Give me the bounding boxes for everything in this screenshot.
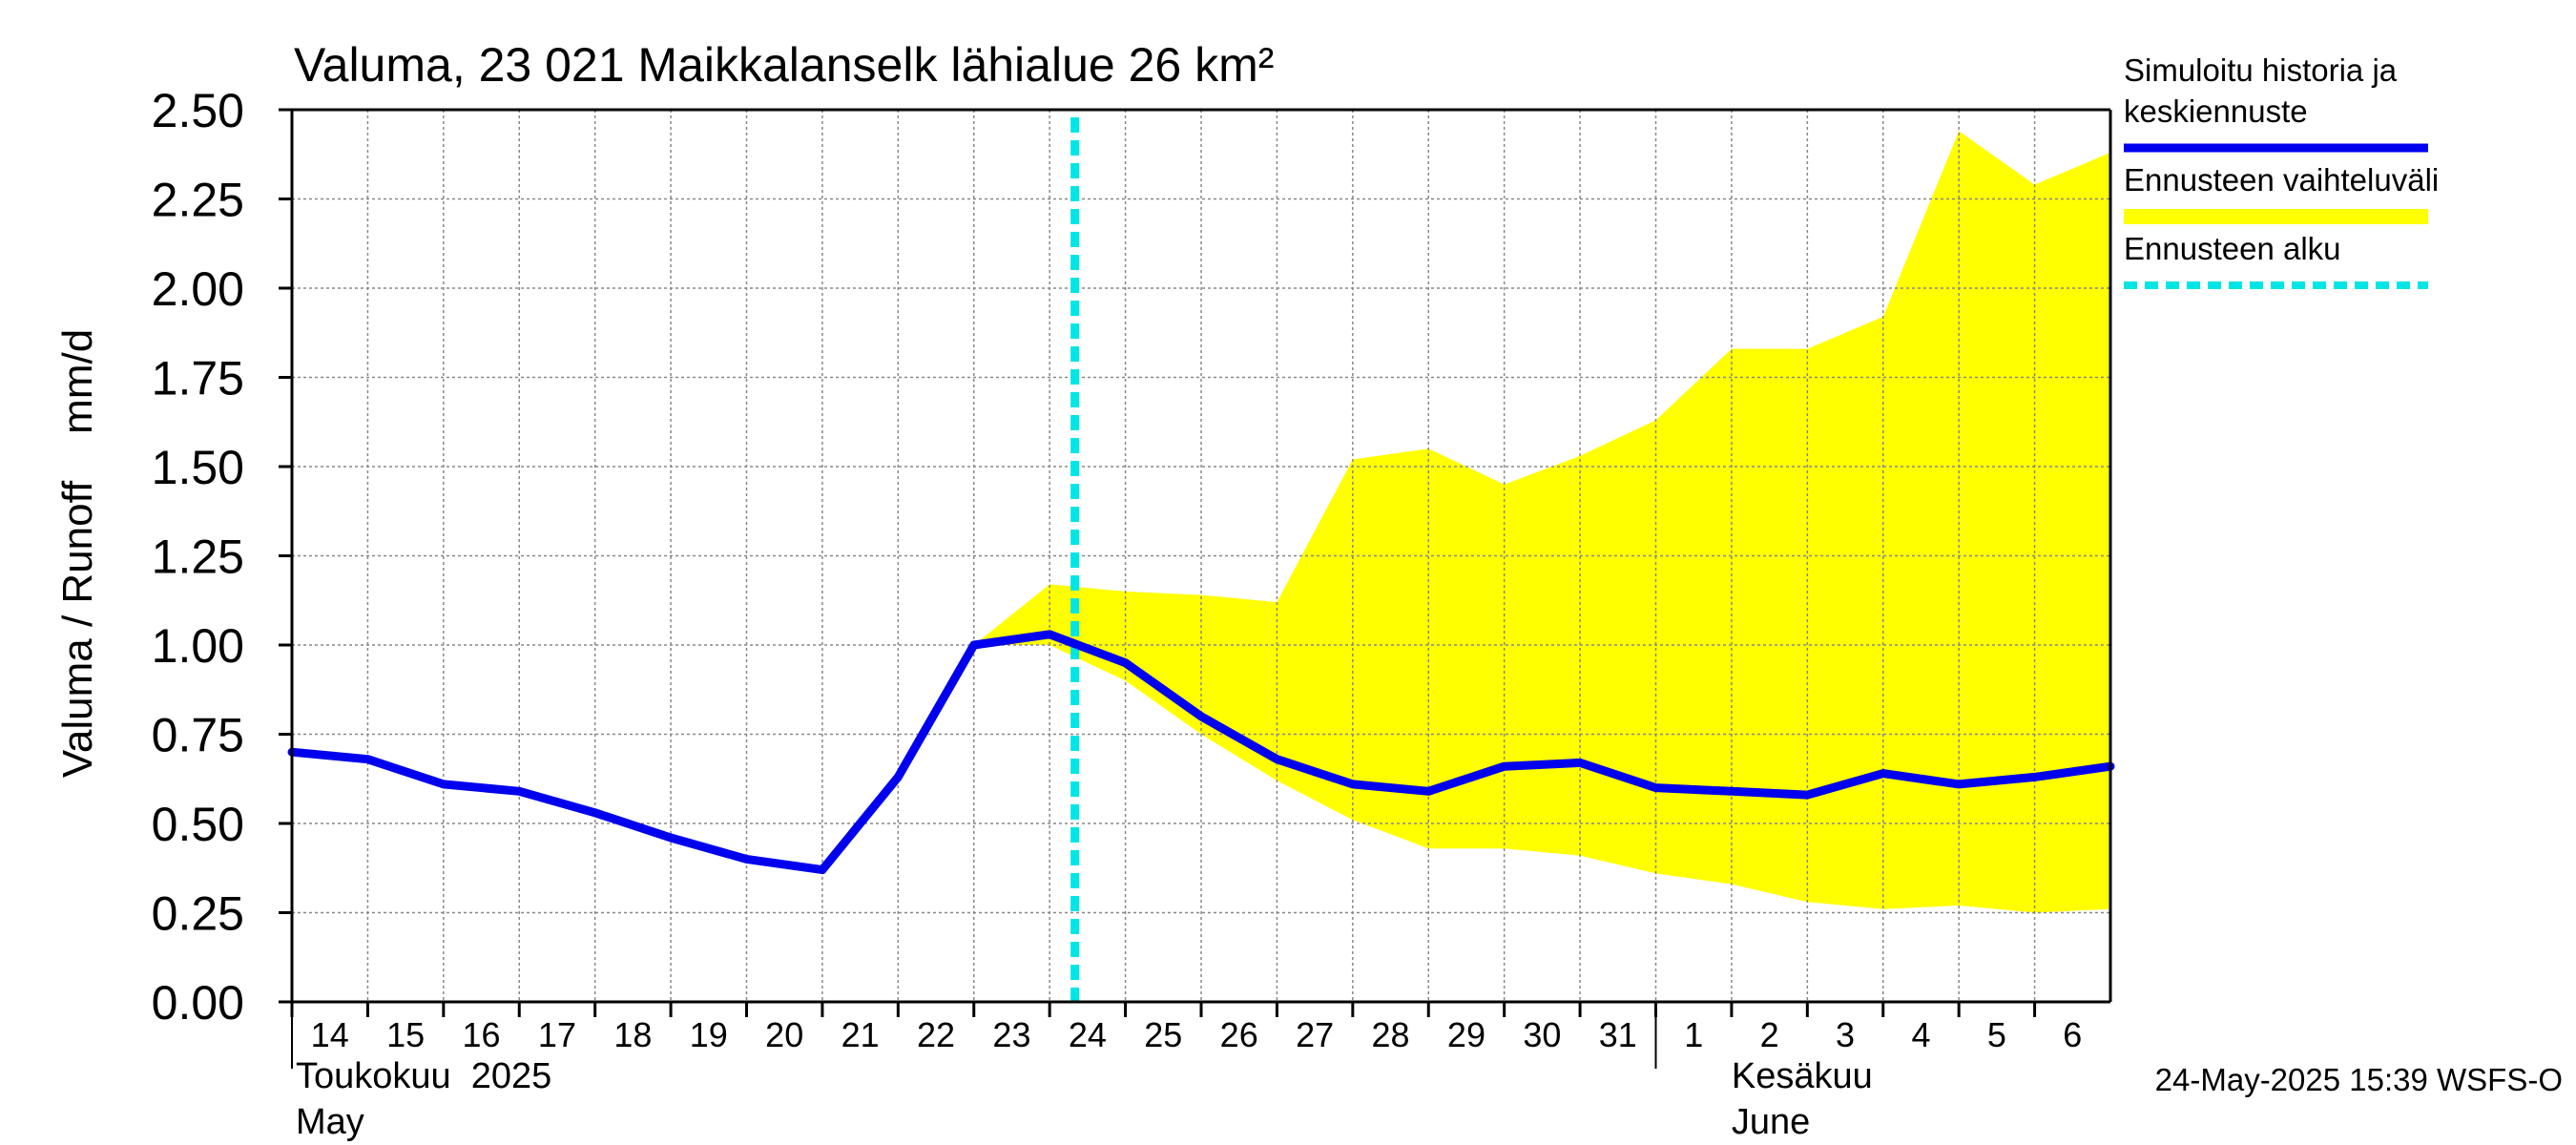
month-label-fi: Kesäkuu: [1732, 1056, 1873, 1096]
y-tick-label: 0.50: [152, 798, 244, 851]
month-label-en: June: [1732, 1102, 1810, 1142]
y-tick-label: 1.00: [152, 619, 244, 673]
y-tick-label: 0.00: [152, 976, 244, 1030]
x-tick-label: 23: [992, 1015, 1030, 1054]
x-tick-label: 19: [690, 1015, 728, 1054]
x-tick-label: 3: [1836, 1015, 1855, 1054]
legend-label: Ennusteen vaihteluväli: [2124, 162, 2439, 198]
y-tick-label: 0.25: [152, 887, 244, 941]
y-tick-label: 1.50: [152, 441, 244, 494]
band-layer: [973, 131, 2110, 913]
x-tick-label: 5: [1987, 1015, 2006, 1054]
x-tick-label: 6: [2063, 1015, 2082, 1054]
y-axis-label: Valuma / Runoff mm/d: [54, 329, 101, 778]
axis-layer: [279, 108, 2112, 1069]
x-tick-label: 21: [841, 1015, 880, 1054]
y-tick-label: 0.75: [152, 709, 244, 762]
legend-label: Ennusteen alku: [2124, 231, 2341, 266]
legend-label: Simuloitu historia ja: [2124, 52, 2398, 88]
month-label-en: May: [296, 1102, 364, 1142]
month-label-fi: Toukokuu 2025: [296, 1056, 551, 1096]
y-tick-label: 2.50: [152, 84, 244, 137]
text-layer: Valuma, 23 021 Maikkalanselk lähialue 26…: [54, 38, 2563, 1142]
chart-title: Valuma, 23 021 Maikkalanselk lähialue 26…: [294, 38, 1274, 92]
forecast-range-band: [973, 131, 2110, 913]
y-tick-label: 1.75: [152, 352, 244, 406]
footer-timestamp: 24-May-2025 15:39 WSFS-O: [2155, 1062, 2563, 1097]
x-tick-label: 24: [1069, 1015, 1107, 1054]
x-tick-label: 27: [1296, 1015, 1334, 1054]
x-tick-label: 28: [1372, 1015, 1410, 1054]
x-tick-label: 1: [1684, 1015, 1703, 1054]
y-tick-label: 2.00: [152, 262, 244, 316]
x-tick-label: 29: [1447, 1015, 1485, 1054]
legend: Simuloitu historia ja keskiennuste Ennuste…: [2124, 52, 2439, 289]
x-tick-label: 26: [1220, 1015, 1258, 1054]
x-tick-label: 17: [538, 1015, 576, 1054]
x-tick-label: 31: [1599, 1015, 1637, 1054]
x-tick-label: 16: [463, 1015, 501, 1054]
x-tick-label: 18: [613, 1015, 652, 1054]
x-tick-label: 2: [1760, 1015, 1779, 1054]
x-tick-label: 22: [917, 1015, 955, 1054]
x-tick-label: 25: [1144, 1015, 1182, 1054]
x-tick-label: 4: [1911, 1015, 1930, 1054]
x-tick-label: 30: [1523, 1015, 1561, 1054]
legend-label: keskiennuste: [2124, 94, 2308, 129]
x-tick-label: 15: [386, 1015, 425, 1054]
y-tick-label: 2.25: [152, 174, 244, 227]
y-tick-label: 1.25: [152, 531, 244, 584]
simulated-runoff-line: [287, 630, 2115, 875]
x-tick-label: 20: [765, 1015, 803, 1054]
line-layer: [287, 117, 2115, 1002]
x-tick-label: 14: [311, 1015, 349, 1054]
